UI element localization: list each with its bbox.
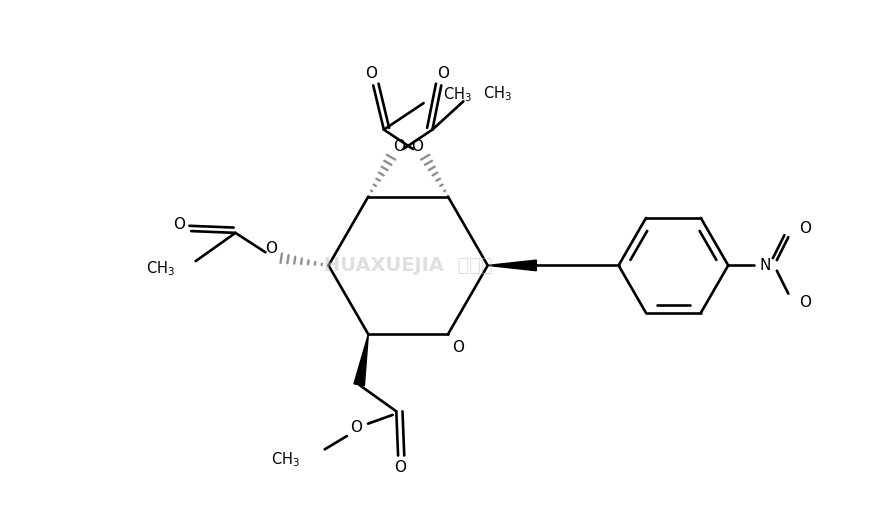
Text: O: O (173, 217, 184, 232)
Text: O: O (349, 420, 361, 435)
Polygon shape (354, 334, 368, 386)
Polygon shape (487, 260, 536, 271)
Text: O: O (392, 139, 404, 154)
Text: O: O (365, 66, 377, 80)
Text: CH$_3$: CH$_3$ (443, 86, 471, 104)
Text: CH$_3$: CH$_3$ (270, 450, 299, 469)
Text: O: O (393, 460, 406, 476)
Text: O: O (452, 340, 464, 355)
Text: O: O (265, 241, 276, 256)
Text: O: O (798, 221, 810, 236)
Text: N: N (758, 258, 770, 273)
Text: O: O (798, 295, 810, 310)
Text: O: O (411, 139, 423, 154)
Text: CH$_3$: CH$_3$ (482, 84, 511, 103)
Text: CH$_3$: CH$_3$ (146, 260, 175, 278)
Text: O: O (437, 66, 448, 80)
Text: HUAXUEJIA  化学加: HUAXUEJIA 化学加 (323, 256, 492, 275)
